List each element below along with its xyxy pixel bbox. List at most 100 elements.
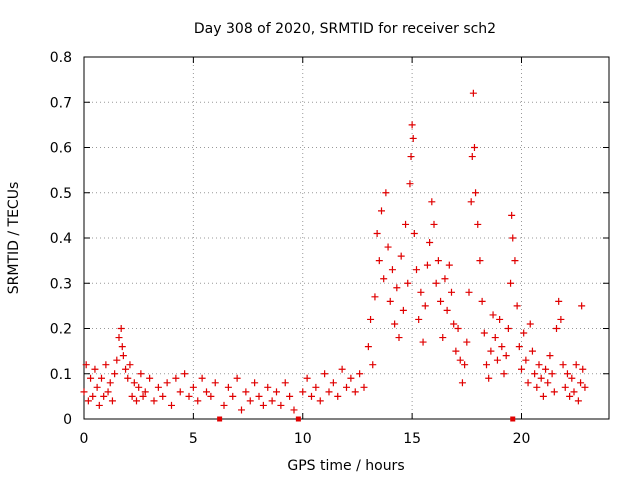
- data-point: [382, 189, 390, 197]
- data-point: [406, 180, 414, 188]
- data-point: [150, 397, 158, 405]
- data-point: [402, 220, 410, 228]
- data-point: [469, 89, 477, 97]
- data-point: [498, 343, 506, 351]
- data-point: [468, 153, 476, 161]
- data-point: [426, 239, 434, 247]
- data-point: [281, 379, 289, 387]
- data-point: [299, 388, 307, 396]
- data-point: [483, 361, 490, 369]
- data-point: [141, 388, 149, 396]
- data-point: [380, 275, 388, 283]
- data-point: [82, 361, 90, 369]
- data-points: [80, 89, 589, 414]
- grid: [84, 57, 609, 419]
- data-point: [367, 315, 375, 323]
- data-point: [476, 257, 484, 265]
- data-point: [194, 397, 202, 405]
- y-tick-label: 0.2: [50, 322, 72, 338]
- data-point: [443, 306, 451, 314]
- data-point: [181, 370, 189, 378]
- x-tick-label: 20: [513, 431, 531, 447]
- data-point: [308, 392, 315, 400]
- data-point: [432, 279, 440, 287]
- data-point: [409, 134, 417, 142]
- data-point: [122, 365, 130, 373]
- data-point: [568, 374, 576, 382]
- data-point: [102, 361, 110, 369]
- data-point: [404, 279, 412, 287]
- data-point: [474, 220, 482, 228]
- data-point: [207, 392, 215, 400]
- data-point: [80, 388, 88, 396]
- data-point: [364, 343, 372, 351]
- data-point: [496, 315, 504, 323]
- y-tick-label: 0.3: [50, 276, 72, 292]
- data-point: [347, 374, 355, 382]
- data-point: [128, 392, 136, 400]
- data-point: [113, 356, 121, 364]
- data-point: [343, 383, 350, 391]
- data-point: [106, 379, 114, 387]
- data-point: [211, 379, 219, 387]
- data-point: [509, 234, 517, 242]
- data-point: [579, 365, 587, 373]
- data-point: [351, 388, 359, 396]
- data-point: [159, 392, 167, 400]
- data-point: [259, 401, 267, 409]
- data-point: [391, 320, 399, 328]
- data-point: [491, 334, 499, 342]
- data-point: [537, 374, 545, 382]
- data-point: [423, 261, 431, 269]
- data-point: [518, 365, 525, 373]
- data-point: [172, 374, 180, 382]
- data-point: [369, 361, 377, 369]
- data-point: [520, 329, 528, 337]
- data-point: [515, 343, 523, 351]
- data-point: [428, 198, 436, 206]
- data-point: [108, 397, 116, 405]
- data-point: [408, 121, 416, 129]
- data-point: [119, 352, 127, 360]
- data-point: [233, 374, 241, 382]
- data-point: [185, 392, 193, 400]
- data-point: [548, 370, 556, 378]
- data-point: [378, 207, 385, 215]
- data-point: [463, 338, 471, 346]
- data-point: [303, 374, 311, 382]
- data-point: [98, 374, 105, 382]
- data-point: [154, 383, 162, 391]
- data-point: [246, 397, 254, 405]
- data-point: [500, 370, 508, 378]
- data-point: [421, 302, 429, 310]
- data-point: [251, 379, 259, 387]
- outlier-marker: [217, 416, 223, 422]
- data-point: [437, 297, 445, 305]
- data-point: [467, 198, 475, 206]
- data-point: [526, 320, 534, 328]
- data-point: [570, 388, 578, 396]
- data-point: [117, 325, 125, 332]
- data-point: [478, 297, 486, 305]
- data-point: [93, 383, 101, 391]
- data-point: [360, 383, 368, 391]
- x-tick-label: 15: [403, 431, 421, 447]
- x-axis-label: GPS time / hours: [287, 458, 404, 474]
- data-point: [574, 397, 582, 405]
- data-point: [413, 266, 420, 274]
- y-tick-label: 0.5: [50, 186, 72, 202]
- data-point: [407, 153, 415, 161]
- data-point: [286, 392, 294, 400]
- data-point: [502, 352, 510, 360]
- data-point: [557, 315, 565, 323]
- data-point: [229, 392, 237, 400]
- data-point: [417, 288, 425, 296]
- outlier-marker: [510, 416, 516, 422]
- data-point: [450, 320, 458, 328]
- axis-ticks: 0 0.1 0.2 0.3 0.4 0.5 0.6 0.7 0.8 0 5 10 15 20: [50, 50, 609, 447]
- data-point: [371, 293, 379, 301]
- data-point: [563, 370, 571, 378]
- data-point: [238, 406, 245, 414]
- data-point: [338, 365, 346, 373]
